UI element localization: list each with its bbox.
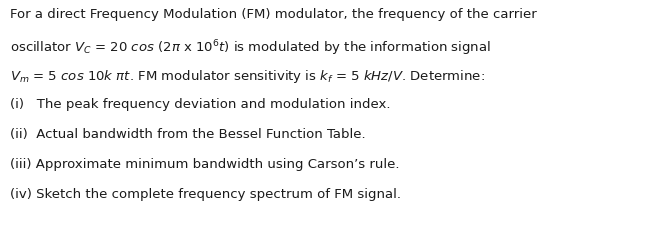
Text: oscillator $V_C$ = 20 $cos$ $(2\pi$ x $10^6t)$ is modulated by the information s: oscillator $V_C$ = 20 $cos$ $(2\pi$ x $1…: [10, 38, 491, 58]
Text: (iv) Sketch the complete frequency spectrum of FM signal.: (iv) Sketch the complete frequency spect…: [10, 188, 401, 201]
Text: $V_m$ = 5 $cos$ $10k$ $\pi t$. FM modulator sensitivity is $k_f$ = 5 $kHz/V$. De: $V_m$ = 5 $cos$ $10k$ $\pi t$. FM modula…: [10, 68, 485, 85]
Text: (iii) Approximate minimum bandwidth using Carson’s rule.: (iii) Approximate minimum bandwidth usin…: [10, 158, 400, 171]
Text: (i)   The peak frequency deviation and modulation index.: (i) The peak frequency deviation and mod…: [10, 98, 391, 111]
Text: (ii)  Actual bandwidth from the Bessel Function Table.: (ii) Actual bandwidth from the Bessel Fu…: [10, 128, 365, 141]
Text: For a direct Frequency Modulation (FM) modulator, the frequency of the carrier: For a direct Frequency Modulation (FM) m…: [10, 8, 537, 21]
